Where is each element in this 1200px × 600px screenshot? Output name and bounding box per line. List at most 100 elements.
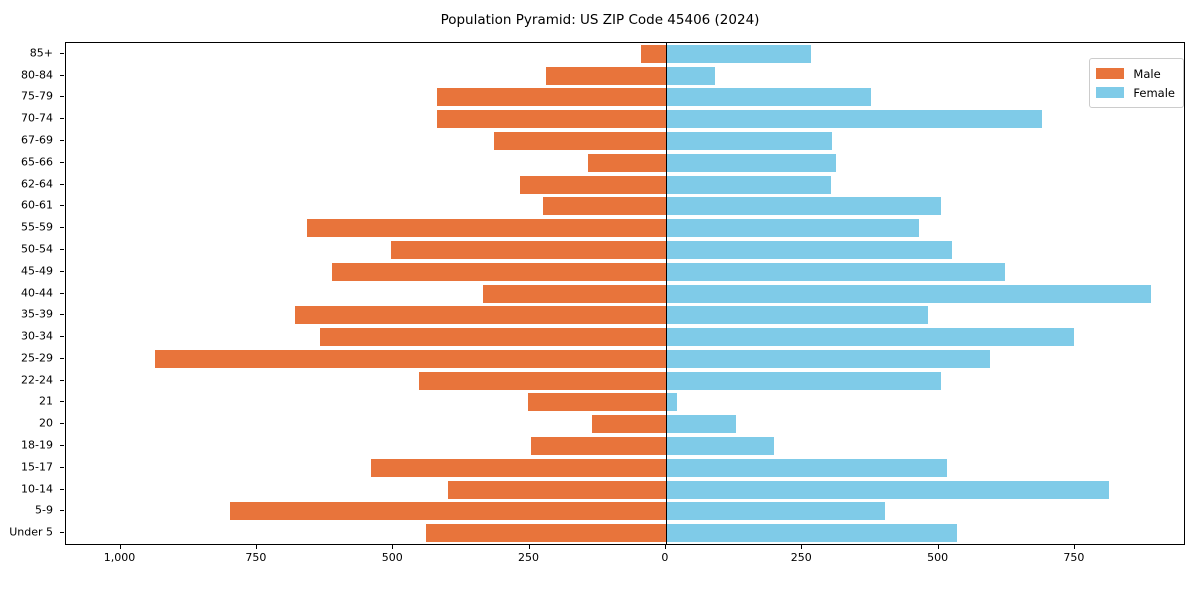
bar-male (391, 240, 666, 259)
bar-female (665, 328, 1074, 347)
y-axis-tick-label: 5-9 (35, 503, 53, 517)
y-axis-tick-mark (60, 96, 64, 98)
y-axis-tick-mark (60, 401, 64, 403)
bar-female (665, 153, 837, 172)
bar-female (665, 436, 774, 455)
bar-female (665, 284, 1152, 303)
legend-color-swatch (1096, 87, 1125, 98)
plot-area (65, 42, 1185, 545)
y-axis-tick-label: 75-79 (21, 89, 53, 103)
y-axis-tick-mark (60, 532, 64, 534)
bar-male (425, 524, 666, 543)
x-axis-tick-mark (119, 545, 121, 549)
x-axis-tick-mark (664, 545, 666, 549)
y-axis-tick-label: 50-54 (21, 242, 53, 256)
y-axis-tick-mark (60, 379, 64, 381)
x-axis-tick-label: 500 (927, 551, 949, 564)
bar-female (665, 132, 833, 151)
y-axis-tick-label: 80-84 (21, 68, 53, 82)
y-axis-tick-label: 25-29 (21, 351, 53, 365)
bar-female (665, 262, 1006, 281)
bar-male (592, 415, 666, 434)
bar-female (665, 197, 942, 216)
bar-male (519, 175, 666, 194)
y-axis-labels: 85+ 80-84 75-79 70-74 67-69 65-66 62-64 60-61 55… (0, 42, 60, 545)
bar-male (295, 306, 666, 325)
bar-female (665, 306, 928, 325)
y-axis-tick-label: 70-74 (21, 111, 53, 125)
x-axis-tick-label: 0 (661, 551, 669, 564)
bar-male (641, 44, 666, 63)
bar-male (527, 393, 666, 412)
bar-male (483, 284, 666, 303)
bar-male (307, 219, 666, 238)
x-axis-tick-label: 1,000 (103, 551, 136, 564)
bar-male (419, 371, 666, 390)
bar-male (494, 132, 666, 151)
y-axis-tick-label: 60-61 (21, 198, 53, 212)
y-axis-tick-mark (60, 52, 64, 54)
y-axis-tick-mark (60, 488, 64, 490)
bar-female (665, 219, 920, 238)
bar-female (665, 371, 942, 390)
bar-female (665, 393, 678, 412)
y-axis-tick-mark (60, 270, 64, 272)
y-axis-tick-label: 55-59 (21, 220, 53, 234)
bar-female (665, 175, 831, 194)
legend-label: Male (1133, 66, 1161, 81)
y-axis-tick-mark (60, 510, 64, 512)
y-axis-tick-label: 30-34 (21, 329, 53, 343)
bar-male (436, 110, 666, 129)
bar-female (665, 415, 736, 434)
legend-label: Female (1133, 85, 1175, 100)
zero-axis-line (665, 43, 667, 544)
y-axis-tick-label: 18-19 (21, 438, 53, 452)
bar-male (155, 349, 666, 368)
y-axis-tick-mark (60, 205, 64, 207)
y-axis-tick-mark (60, 161, 64, 163)
bar-female (665, 66, 715, 85)
x-axis-tick-label: 250 (790, 551, 812, 564)
y-axis-tick-label: 10-14 (21, 482, 53, 496)
y-axis-tick-label: 85+ (29, 46, 53, 60)
bar-female (665, 240, 953, 259)
y-axis-tick-label: 22-24 (21, 373, 53, 387)
bar-male (530, 436, 666, 455)
x-axis: 1,000 750 500 250 0 250 500 750 (65, 545, 1185, 585)
chart-title: Population Pyramid: US ZIP Code 45406 (2… (440, 12, 760, 28)
x-axis-tick-mark (255, 545, 257, 549)
y-axis-tick-mark (60, 423, 64, 425)
legend-color-swatch (1096, 68, 1125, 79)
bar-female (665, 502, 885, 521)
x-axis-tick-label: 250 (518, 551, 540, 564)
legend-item: Male (1096, 64, 1175, 83)
y-axis-tick-label: 45-49 (21, 264, 53, 278)
y-axis-tick-label: 21 (39, 394, 53, 408)
bars-container (66, 43, 1184, 544)
y-axis-tick-mark (60, 314, 64, 316)
bar-male (319, 328, 666, 347)
y-axis-tick-mark (60, 292, 64, 294)
y-axis-tick-mark (60, 248, 64, 250)
bar-male (371, 458, 666, 477)
bar-female (665, 110, 1043, 129)
bar-female (665, 480, 1109, 499)
bar-male (229, 502, 666, 521)
y-axis-tick-mark (60, 74, 64, 76)
bar-female (665, 458, 948, 477)
y-axis-tick-mark (60, 118, 64, 120)
y-axis-tick-mark (60, 183, 64, 185)
y-axis-tick-label: 20 (39, 416, 53, 430)
y-axis-tick-mark (60, 227, 64, 229)
y-axis-tick-label: 40-44 (21, 286, 53, 299)
x-axis-tick-label: 500 (381, 551, 403, 564)
y-axis-tick-label: 67-69 (21, 133, 53, 147)
y-axis-tick-mark (60, 336, 64, 338)
bar-female (665, 349, 991, 368)
y-axis-tick-label: 65-66 (21, 155, 53, 169)
bar-female (665, 524, 958, 543)
y-axis-tick-mark (60, 140, 64, 142)
y-axis-tick-mark (60, 357, 64, 359)
bar-male (545, 66, 666, 85)
